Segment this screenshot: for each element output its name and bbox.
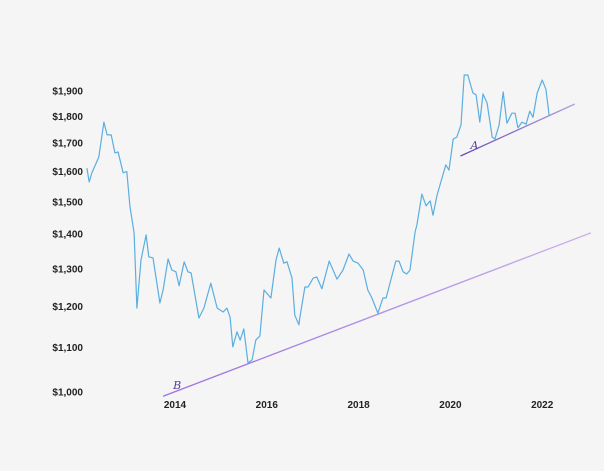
x-tick-label: 2014 (164, 400, 187, 411)
y-tick-label: $1,000 (52, 388, 83, 399)
trendline-a (460, 103, 576, 157)
y-tick-label: $1,200 (52, 302, 83, 313)
x-axis: 2014 2016 2018 2020 2022 (164, 400, 554, 411)
y-tick-label: $1,500 (52, 197, 83, 208)
x-tick-label: 2018 (347, 400, 370, 411)
trendline-label-a: A (469, 139, 478, 152)
x-tick-label: 2016 (256, 400, 279, 411)
annotations: AB (172, 139, 478, 392)
y-tick-label: $1,800 (52, 112, 83, 123)
trendlines (162, 103, 592, 397)
y-tick-label: $1,900 (52, 86, 83, 97)
y-tick-label: $1,300 (52, 264, 83, 275)
trendline-label-b: B (172, 379, 181, 392)
x-tick-label: 2022 (531, 400, 554, 411)
y-tick-label: $1,700 (52, 139, 83, 150)
series (86, 74, 550, 364)
price-line (86, 74, 550, 364)
trendline-b (162, 232, 592, 397)
x-tick-label: 2020 (439, 400, 462, 411)
y-axis: $1,000 $1,100 $1,200 $1,300 $1,400 $1,500 $1,6… (52, 86, 83, 398)
y-tick-label: $1,100 (52, 343, 83, 354)
y-tick-label: $1,400 (52, 230, 83, 241)
y-tick-label: $1,600 (52, 167, 83, 178)
